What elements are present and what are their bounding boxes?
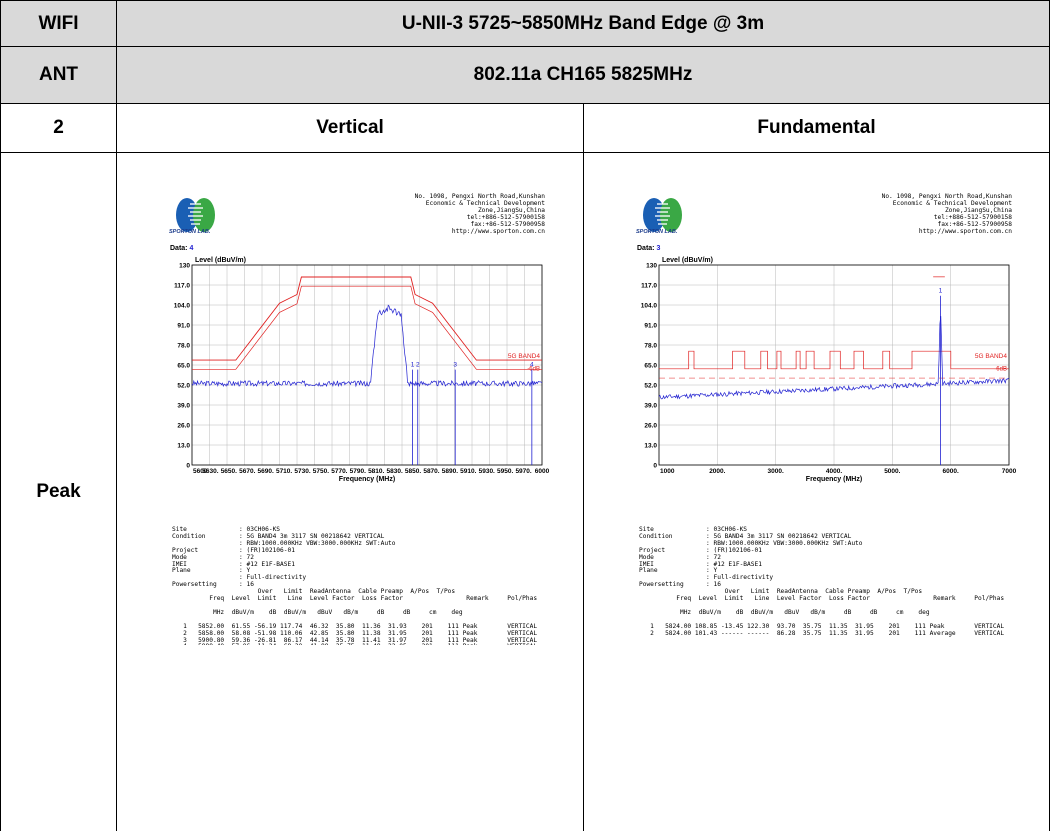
y-tick-label: 130 [179, 263, 190, 270]
marker-label: 1 [939, 288, 943, 295]
ant-number-cell: 2 [0, 103, 117, 153]
limit-label: 5G BAND4 [975, 353, 1008, 360]
y-tick-label: 117.0 [641, 283, 657, 290]
limit-label: 5G BAND4 [508, 353, 541, 360]
x-tick-label: 5630. [202, 468, 218, 475]
wifi-cell: WIFI [0, 0, 117, 47]
y-tick-label: 26.0 [177, 423, 190, 430]
mode-title-cell: 802.11a CH165 5825MHz [116, 46, 1050, 104]
x-tick-label: 5790. [350, 468, 366, 475]
x-tick-label: 5670. [239, 468, 255, 475]
x-tick-label: 5710. [276, 468, 292, 475]
y-tick-label: 0 [186, 463, 190, 470]
x-axis-label: Frequency (MHz) [806, 476, 862, 483]
marker-label: 2 [416, 362, 420, 369]
y-tick-label: 39.0 [644, 403, 657, 410]
marker-label: 4 [530, 362, 534, 369]
x-tick-label: 5950. [497, 468, 513, 475]
ant-cell: ANT [0, 46, 117, 104]
x-tick-label: 5890. [442, 468, 458, 475]
y-tick-label: 52.0 [644, 383, 657, 390]
x-tick-label: 6000. [943, 468, 959, 475]
fundamental-header-cell: Fundamental [583, 103, 1050, 153]
band-title-cell: U-NII-3 5725~5850MHz Band Edge @ 3m [116, 0, 1050, 47]
x-tick-label: 5930. [479, 468, 495, 475]
y-tick-label: 78.0 [177, 343, 190, 350]
y-tick-label: 130 [646, 263, 657, 270]
data-label: Data: 3 [637, 245, 660, 252]
data-label-text: Data: [170, 245, 188, 252]
y-axis-label: Level (dBuV/m) [662, 257, 713, 264]
x-tick-label: 5970. [515, 468, 531, 475]
data-label-value: 4 [189, 245, 193, 252]
y-tick-label: 65.0 [177, 363, 190, 370]
lab-address: No. 1098, Pengxi North Road,Kunshan Econ… [882, 193, 1012, 235]
data-label-text: Data: [637, 245, 655, 252]
x-tick-label: 5770. [331, 468, 347, 475]
x-tick-label: 5750. [313, 468, 329, 475]
fundamental-chart: 0 13.0 26.0 39.0 52.0 65.0 78.0 91.0 104.0 117.0 1… [633, 253, 1018, 498]
data-label: Data: 4 [170, 245, 193, 252]
x-tick-label: 2000. [709, 468, 725, 475]
x-tick-label: 1000 [660, 468, 675, 475]
x-tick-label: 5000. [884, 468, 900, 475]
lab-name: SPORTON LAB. [636, 229, 677, 235]
y-tick-label: 117.0 [174, 283, 190, 290]
marker-label: 3 [453, 362, 457, 369]
y-tick-label: 65.0 [644, 363, 657, 370]
y-tick-label: 78.0 [644, 343, 657, 350]
test-info-table: Site : 03CH06-KS Condition : 5G BAND4 3m… [172, 527, 537, 645]
x-tick-label: 5830. [386, 468, 402, 475]
fundamental-plot-report: SPORTON LAB. No. 1098, Pengxi North Road… [633, 185, 1018, 645]
x-tick-label: 6000 [535, 468, 550, 475]
y-tick-label: 13.0 [644, 443, 657, 450]
x-tick-label: 5870. [423, 468, 439, 475]
y-axis-label: Level (dBuV/m) [195, 257, 246, 264]
vertical-band-edge-chart: 0 13.0 26.0 39.0 52.0 65.0 78.0 91.0 104.0 117.0 1… [166, 253, 551, 498]
vertical-header-cell: Vertical [116, 103, 584, 153]
x-tick-label: 5690. [258, 468, 274, 475]
x-tick-label: 5730. [294, 468, 310, 475]
marker-label: 1 [411, 362, 415, 369]
y-tick-label: 13.0 [177, 443, 190, 450]
y-tick-label: 0 [653, 463, 657, 470]
data-label-value: 3 [656, 245, 660, 252]
x-tick-label: 5810. [368, 468, 384, 475]
y-tick-label: 104.0 [174, 303, 191, 310]
vertical-plot-report: SPORTON LAB. No. 1098, Pengxi North Road… [166, 185, 551, 645]
test-info-table: Site : 03CH06-KS Condition : 5G BAND4 3m… [639, 527, 1004, 638]
x-tick-label: 5850. [405, 468, 421, 475]
lab-address: No. 1098, Pengxi North Road,Kunshan Econ… [415, 193, 545, 235]
x-tick-label: 5910. [460, 468, 476, 475]
y-tick-label: 39.0 [177, 403, 190, 410]
x-tick-label: 3000. [768, 468, 784, 475]
x-axis-label: Frequency (MHz) [339, 476, 395, 483]
limit-6db-label: -6dB [994, 366, 1007, 372]
x-tick-label: 5650. [221, 468, 237, 475]
y-tick-label: 52.0 [177, 383, 190, 390]
x-tick-label: 7000 [1002, 468, 1017, 475]
lab-name: SPORTON LAB. [169, 229, 210, 235]
y-tick-label: 26.0 [644, 423, 657, 430]
y-tick-label: 104.0 [641, 303, 658, 310]
y-tick-label: 91.0 [177, 323, 190, 330]
x-tick-label: 4000. [826, 468, 842, 475]
peak-label-cell: Peak [0, 152, 117, 831]
y-tick-label: 91.0 [644, 323, 657, 330]
